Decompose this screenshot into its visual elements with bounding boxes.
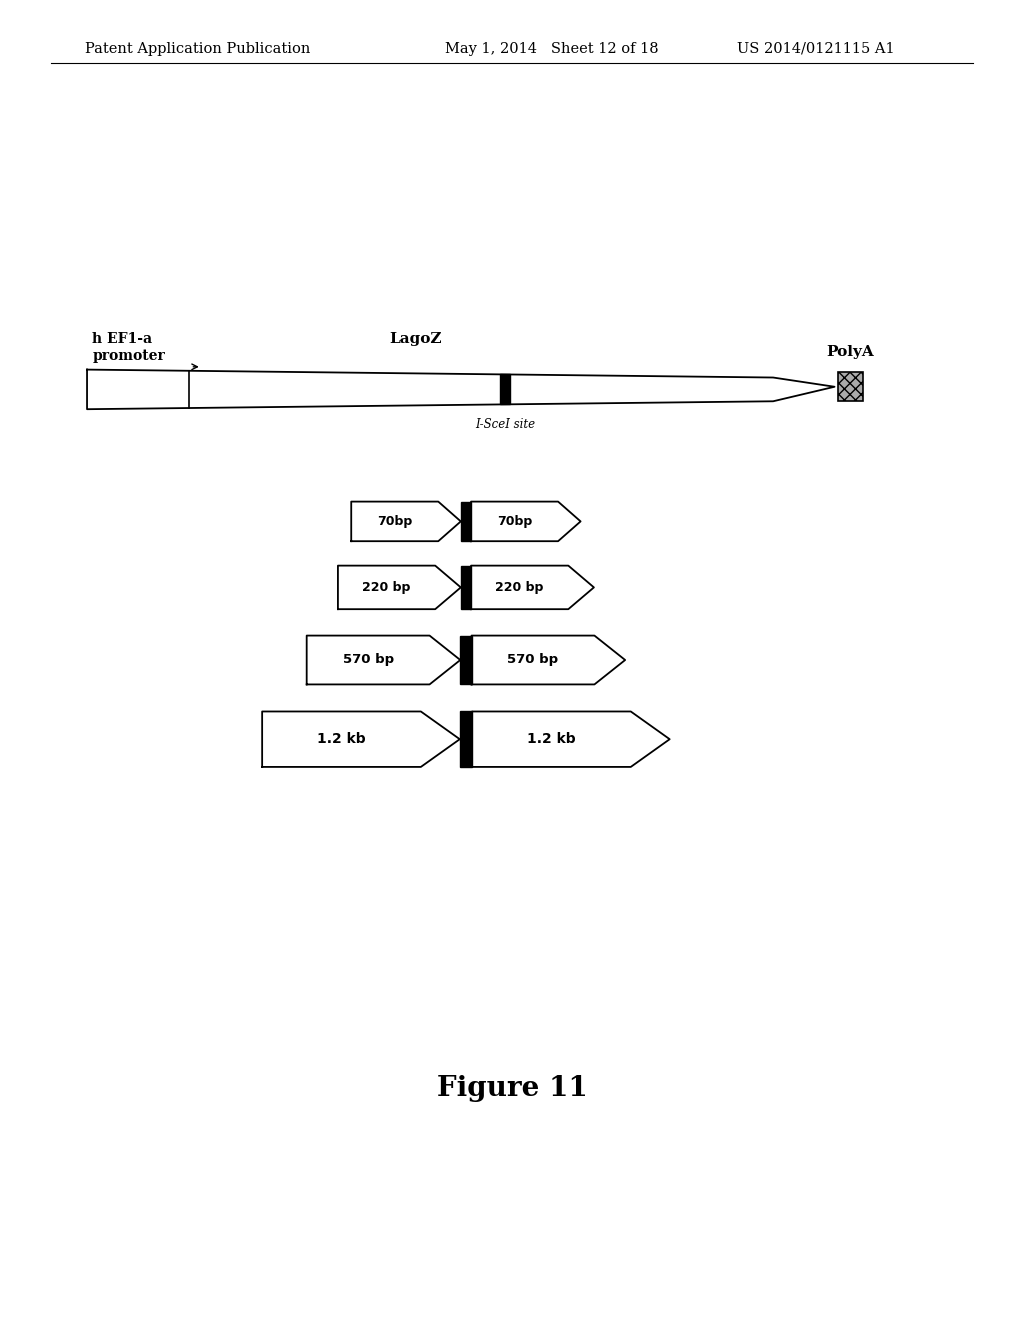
Text: LagoZ: LagoZ — [389, 331, 441, 346]
Text: 570 bp: 570 bp — [508, 653, 558, 667]
Bar — [461, 565, 471, 609]
Text: 70bp: 70bp — [377, 515, 413, 528]
Text: Patent Application Publication: Patent Application Publication — [85, 42, 310, 55]
Bar — [461, 502, 471, 541]
Polygon shape — [471, 565, 594, 609]
Polygon shape — [307, 636, 461, 685]
Text: Figure 11: Figure 11 — [436, 1076, 588, 1102]
Polygon shape — [472, 711, 670, 767]
Bar — [460, 711, 472, 767]
Text: h EF1-a: h EF1-a — [92, 331, 153, 346]
Bar — [500, 375, 510, 404]
Text: PolyA: PolyA — [826, 345, 874, 359]
Polygon shape — [351, 502, 461, 541]
Text: May 1, 2014   Sheet 12 of 18: May 1, 2014 Sheet 12 of 18 — [445, 42, 659, 55]
Text: 570 bp: 570 bp — [343, 653, 393, 667]
Polygon shape — [338, 565, 461, 609]
Polygon shape — [87, 370, 835, 409]
Text: 220 bp: 220 bp — [362, 581, 411, 594]
Bar — [461, 636, 471, 685]
Polygon shape — [262, 711, 460, 767]
Text: 1.2 kb: 1.2 kb — [527, 733, 575, 746]
Text: US 2014/0121115 A1: US 2014/0121115 A1 — [737, 42, 895, 55]
Polygon shape — [471, 636, 625, 685]
Polygon shape — [471, 502, 581, 541]
Bar — [838, 372, 863, 401]
Text: 1.2 kb: 1.2 kb — [317, 733, 366, 746]
Text: I-SceI site: I-SceI site — [475, 417, 535, 430]
Text: promoter: promoter — [92, 348, 165, 363]
Text: 70bp: 70bp — [497, 515, 532, 528]
Text: 220 bp: 220 bp — [496, 581, 544, 594]
